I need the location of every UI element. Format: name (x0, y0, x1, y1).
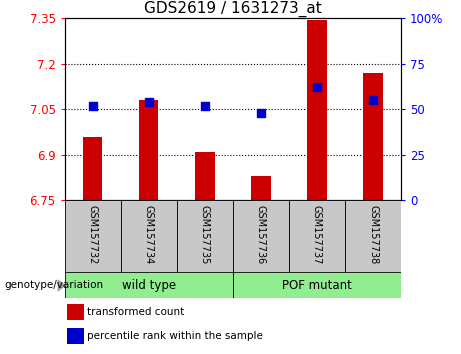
Bar (251, 176, 271, 200)
Bar (289, 200, 345, 273)
Bar (67, 304, 84, 320)
Polygon shape (58, 279, 66, 292)
Text: genotype/variation: genotype/variation (5, 280, 104, 291)
Point (145, 99, 152, 105)
Point (89, 103, 96, 108)
Bar (233, 273, 401, 298)
Text: wild type: wild type (122, 279, 176, 292)
Bar (67, 327, 84, 344)
Point (201, 103, 208, 108)
Bar (139, 100, 159, 200)
Bar (345, 200, 401, 273)
Point (313, 85, 321, 90)
Text: percentile rank within the sample: percentile rank within the sample (87, 331, 263, 341)
Text: transformed count: transformed count (87, 307, 184, 317)
Point (257, 110, 265, 116)
Text: POF mutant: POF mutant (282, 279, 352, 292)
Title: GDS2619 / 1631273_at: GDS2619 / 1631273_at (144, 0, 322, 17)
Point (369, 97, 377, 103)
Text: GSM157737: GSM157737 (312, 205, 322, 265)
Bar (121, 200, 177, 273)
Bar (83, 137, 102, 200)
Bar (65, 273, 233, 298)
Bar (177, 200, 233, 273)
Bar (195, 152, 214, 200)
Bar (363, 73, 383, 200)
Bar (233, 200, 289, 273)
Text: GSM157732: GSM157732 (88, 205, 98, 265)
Text: GSM157734: GSM157734 (144, 205, 154, 265)
Text: GSM157735: GSM157735 (200, 205, 210, 265)
Bar (307, 19, 327, 200)
Bar (65, 200, 121, 273)
Text: GSM157736: GSM157736 (256, 205, 266, 265)
Text: GSM157738: GSM157738 (368, 205, 378, 265)
